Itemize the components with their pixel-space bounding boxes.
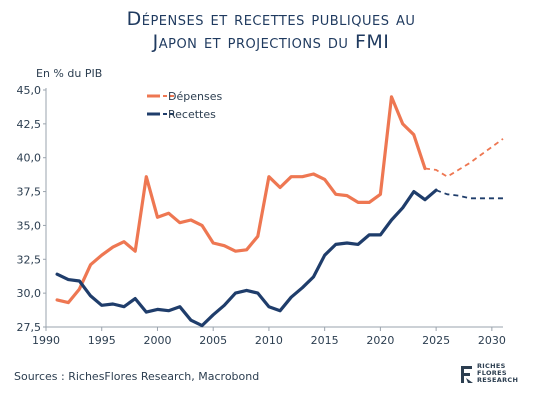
logo-mark-icon: [461, 366, 473, 383]
y-tick-label: 30,0: [17, 287, 42, 300]
legend-label: Recettes: [168, 108, 216, 121]
x-tick-label: 2025: [422, 334, 450, 347]
x-tick-label: 2010: [255, 334, 283, 347]
series-projection-depenses: [424, 138, 504, 178]
x-tick-label: 2030: [478, 334, 506, 347]
y-tick-label: 27,5: [17, 321, 42, 334]
y-tick-label: 37,5: [17, 186, 42, 199]
y-tick-label: 45,0: [17, 84, 42, 97]
x-axis-ticks: 1990 1995 2000 2005 2010 2015 2020 2025 2030: [32, 327, 506, 347]
riches-flores-logo: RICHES FLORES RESEARCH: [460, 362, 530, 392]
x-tick-label: 2015: [311, 334, 339, 347]
chart-title-line1: Dépenses et recettes publiques au: [126, 8, 416, 30]
x-tick-label: 1990: [32, 334, 60, 347]
chart-title-line2: Japon et projections du FMI: [152, 31, 390, 53]
series-line-recettes: [55, 188, 438, 328]
y-axis-ticks: 27,5 30,0 32,5 35,0 37,5 40,0 42,5 45,0: [17, 84, 46, 334]
series-line-depenses: [55, 95, 427, 305]
x-tick-label: 2020: [366, 334, 394, 347]
series-lines: [55, 95, 504, 328]
y-tick-label: 40,0: [17, 152, 42, 165]
legend-item-recettes: Recettes: [147, 108, 216, 121]
y-tick-label: 32,5: [17, 253, 42, 266]
y-axis-unit-label: En % du PIB: [36, 67, 103, 80]
series-projection-recettes: [435, 189, 503, 200]
y-tick-label: 42,5: [17, 118, 42, 131]
logo-text: RICHES FLORES RESEARCH: [477, 362, 519, 384]
y-tick-label: 35,0: [17, 219, 42, 232]
x-tick-label: 2005: [199, 334, 227, 347]
x-tick-label: 1995: [88, 334, 116, 347]
legend-item-depenses: Dépenses: [147, 90, 222, 103]
legend: Dépenses Recettes: [147, 90, 222, 121]
x-tick-label: 2000: [143, 334, 171, 347]
legend-label: Dépenses: [168, 90, 222, 103]
chart-axes: [45, 88, 503, 328]
source-note: Sources : RichesFlores Research, Macrobo…: [14, 370, 260, 383]
